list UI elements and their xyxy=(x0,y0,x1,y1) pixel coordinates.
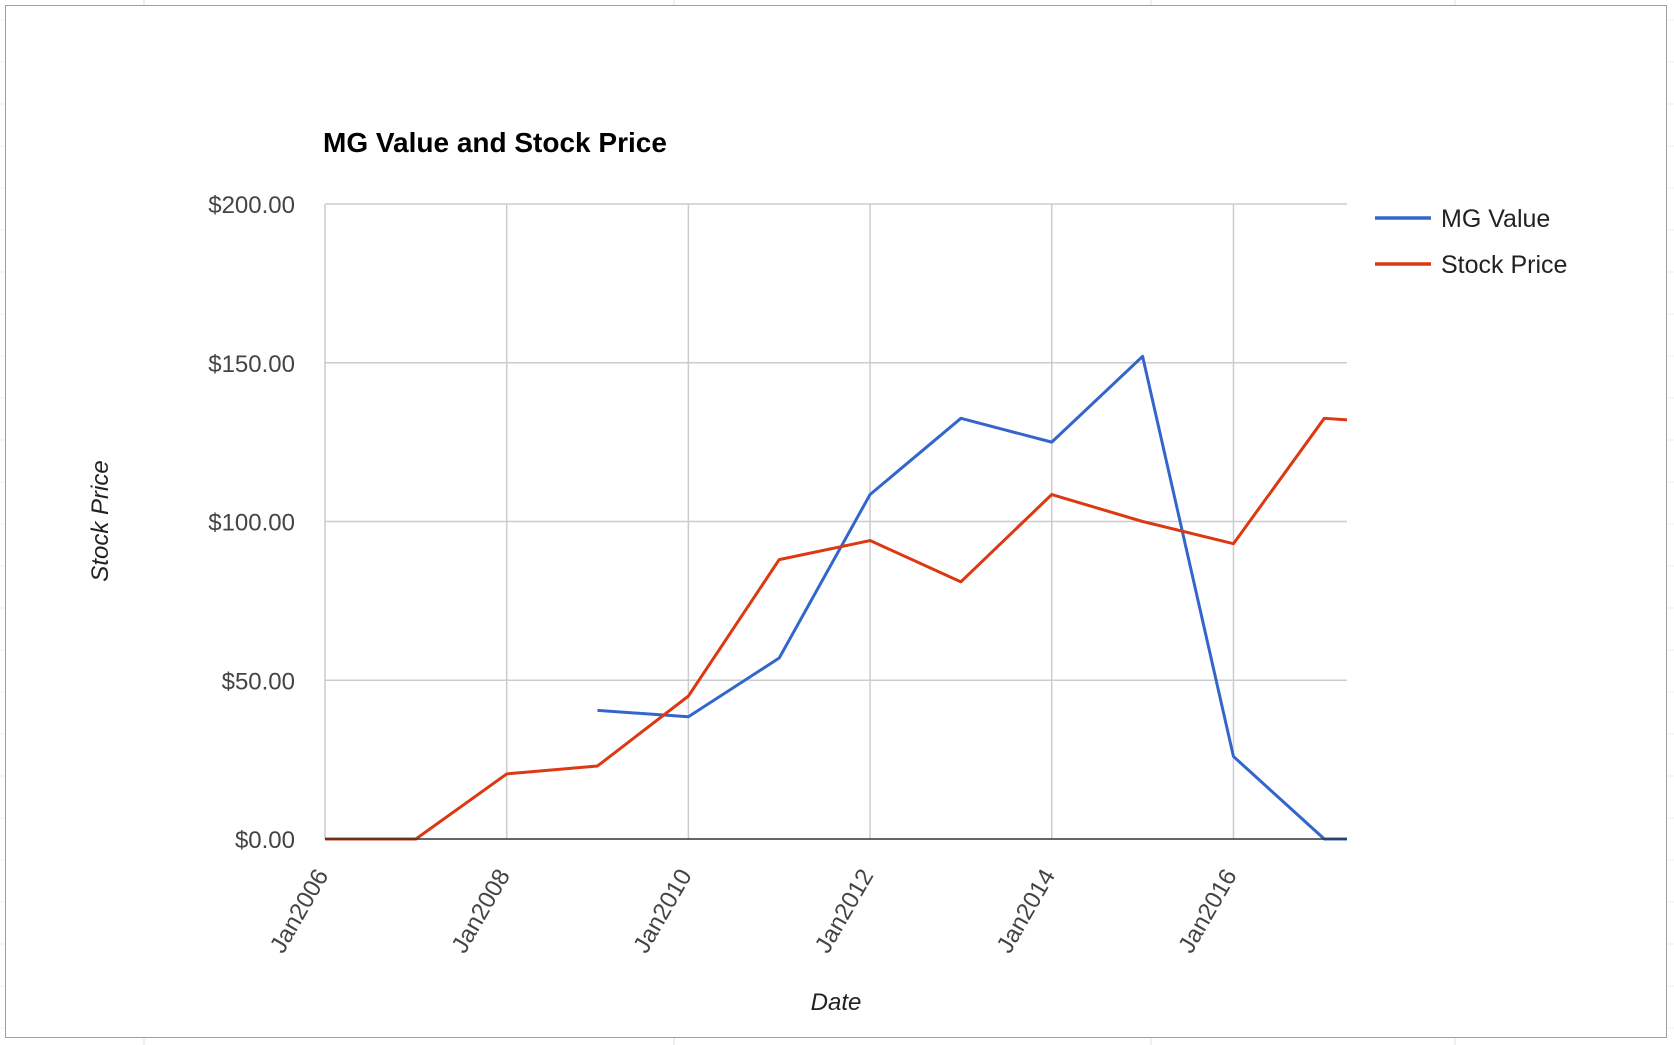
y-tick-label: $100.00 xyxy=(208,510,295,537)
x-tick-label: Jan2016 xyxy=(1173,865,1242,958)
y-tick-label: $150.00 xyxy=(208,351,295,378)
x-tick-label: Jan2006 xyxy=(265,865,334,958)
gridlines xyxy=(324,203,1347,839)
series-line-mg-value xyxy=(597,354,1347,841)
x-tick-label: Jan2008 xyxy=(446,865,515,958)
legend-label: MG Value xyxy=(1441,205,1550,233)
x-tick-label: Jan2010 xyxy=(628,865,697,958)
x-axis-label: Date xyxy=(811,989,862,1016)
legend: MG Value Stock Price xyxy=(1375,205,1567,279)
y-axis-label: Stock Price xyxy=(87,460,114,581)
y-tick-label: $50.00 xyxy=(222,668,295,695)
chart-title: MG Value and Stock Price xyxy=(323,127,667,158)
y-axis-ticks: $0.00 $50.00 $100.00 $150.00 $200.00 xyxy=(208,192,295,854)
series-line-stock-price xyxy=(325,416,1348,841)
x-tick-label: Jan2012 xyxy=(810,865,879,958)
x-axis-ticks: Jan2006 Jan2008 Jan2010 Jan2012 Jan2014 Jan20… xyxy=(265,865,1243,958)
y-tick-label: $200.00 xyxy=(208,192,295,219)
series-lines xyxy=(325,354,1348,841)
legend-label: Stock Price xyxy=(1441,251,1567,279)
x-tick-label: Jan2014 xyxy=(992,865,1061,958)
y-tick-label: $0.00 xyxy=(235,827,295,854)
